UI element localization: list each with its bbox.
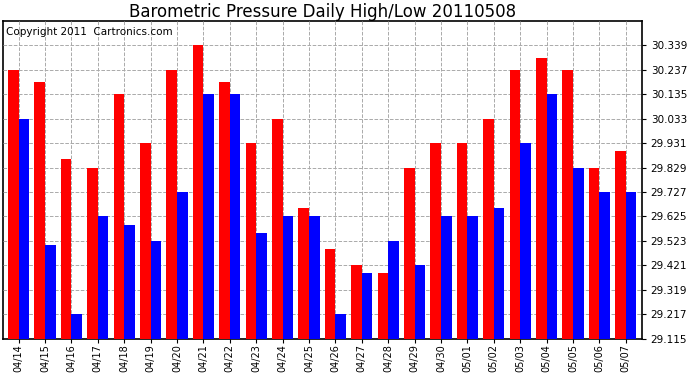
Bar (124, 225, 135, 339)
Bar (510, 70, 520, 339)
Bar (589, 168, 600, 339)
Bar (388, 241, 399, 339)
Bar (150, 241, 161, 339)
Bar (61, 159, 72, 339)
Bar (72, 314, 82, 339)
Bar (573, 168, 584, 339)
Bar (283, 216, 293, 339)
Bar (494, 209, 504, 339)
Bar (351, 266, 362, 339)
Bar (34, 82, 45, 339)
Bar (204, 94, 214, 339)
Bar (546, 94, 558, 339)
Bar (431, 143, 441, 339)
Bar (467, 216, 478, 339)
Bar (415, 266, 425, 339)
Bar (45, 245, 56, 339)
Bar (299, 209, 309, 339)
Bar (114, 94, 124, 339)
Bar (177, 192, 188, 339)
Bar (325, 249, 335, 339)
Bar (230, 94, 240, 339)
Bar (335, 314, 346, 339)
Title: Barometric Pressure Daily High/Low 20110508: Barometric Pressure Daily High/Low 20110… (128, 3, 516, 21)
Bar (193, 45, 204, 339)
Bar (562, 70, 573, 339)
Bar (626, 192, 636, 339)
Bar (309, 216, 319, 339)
Bar (377, 273, 388, 339)
Bar (256, 233, 267, 339)
Bar (219, 82, 230, 339)
Bar (87, 168, 98, 339)
Bar (483, 119, 494, 339)
Bar (404, 168, 415, 339)
Bar (140, 143, 150, 339)
Bar (98, 216, 108, 339)
Bar (520, 143, 531, 339)
Bar (441, 216, 451, 339)
Bar (600, 192, 610, 339)
Bar (19, 119, 29, 339)
Bar (166, 70, 177, 339)
Text: Copyright 2011  Cartronics.com: Copyright 2011 Cartronics.com (6, 27, 172, 37)
Bar (536, 58, 546, 339)
Bar (615, 151, 626, 339)
Bar (457, 143, 467, 339)
Bar (272, 119, 283, 339)
Bar (246, 143, 256, 339)
Bar (8, 70, 19, 339)
Bar (362, 273, 373, 339)
